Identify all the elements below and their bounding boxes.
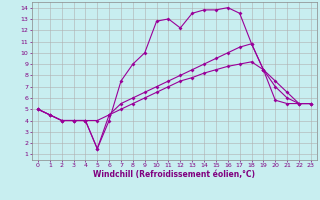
X-axis label: Windchill (Refroidissement éolien,°C): Windchill (Refroidissement éolien,°C) xyxy=(93,170,255,179)
